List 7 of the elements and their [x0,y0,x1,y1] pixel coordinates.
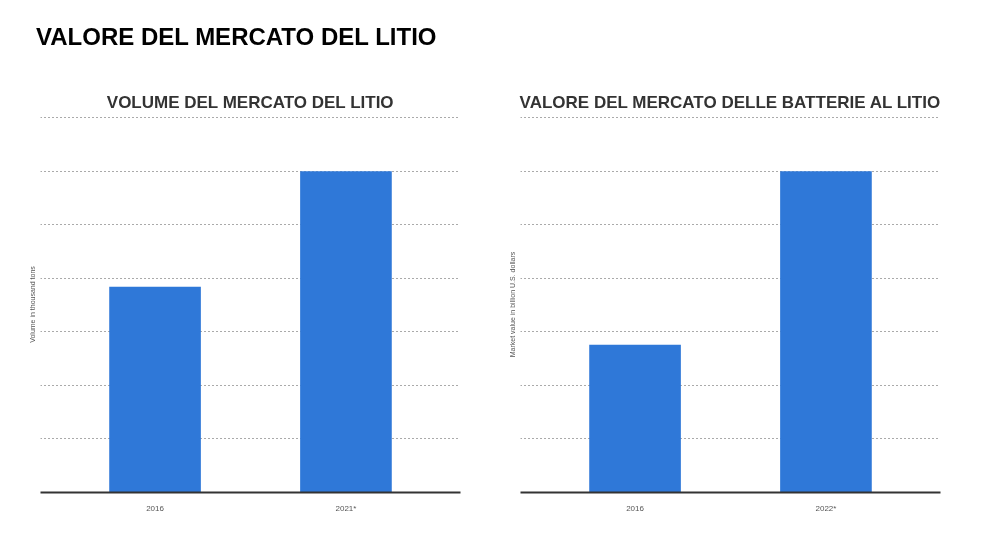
chart-title: VALORE DEL MERCATO DELLE BATTERIE AL LITIO [519,92,941,112]
x-tick-label: 2022* [815,503,837,513]
x-tick-label: 2021* [335,503,357,513]
x-tick-label: 2016 [626,503,645,513]
chart-subtitle: VOLUME DEL MERCATO DEL LITIO [106,92,394,112]
chart-title: VALORE DEL MERCATO DEL LITIO [36,22,437,52]
x-tick-label: 2016 [146,503,165,513]
